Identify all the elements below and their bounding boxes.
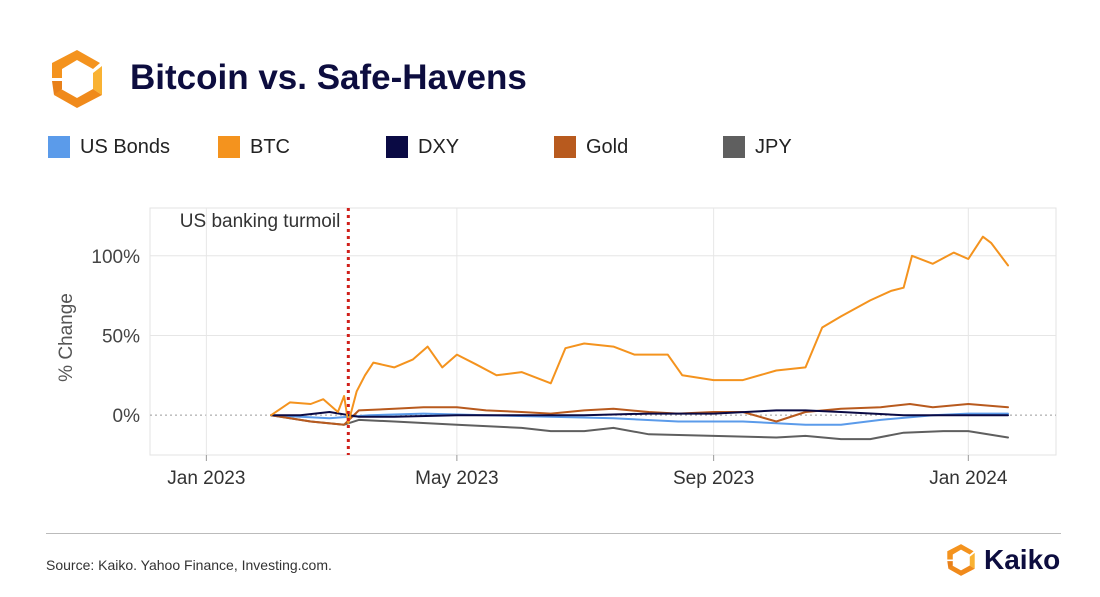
y-tick-label: 50% (102, 326, 140, 347)
legend-swatch-dxy (386, 136, 408, 158)
legend-item-us-bonds: US Bonds (48, 134, 170, 160)
chart-title: Bitcoin vs. Safe-Havens (130, 58, 527, 97)
brand-name: Kaiko (984, 544, 1061, 575)
series-line-us-bonds (270, 412, 1009, 426)
kaiko-logo-icon (52, 50, 102, 108)
legend-label-us-bonds: US Bonds (80, 135, 171, 158)
y-tick-label: 0% (113, 406, 141, 427)
legend-label-gold: Gold (586, 135, 629, 158)
y-tick-label: 100% (91, 247, 140, 268)
annotation-label: US banking turmoil (180, 211, 341, 232)
legend-label-dxy: DXY (418, 135, 460, 158)
annotation-layer: US banking turmoil (180, 208, 350, 455)
kaiko-logo-icon (947, 544, 975, 576)
legend-item-dxy: DXY (386, 134, 459, 160)
legend-item-gold: Gold (554, 134, 628, 160)
footer-divider (46, 533, 1061, 534)
series-layer (270, 235, 1009, 441)
x-tick-label: May 2023 (415, 468, 498, 489)
legend-item-jpy: JPY (723, 134, 792, 160)
y-axis-label: % Change (56, 293, 77, 382)
legend-label-jpy: JPY (755, 135, 792, 158)
x-tick-label: Jan 2023 (167, 468, 245, 489)
legend-swatch-jpy (723, 136, 745, 158)
series-line-btc (270, 235, 1009, 425)
legend-swatch-btc (218, 136, 240, 158)
legend-item-btc: BTC (218, 134, 290, 160)
series-line-dxy (270, 409, 1009, 418)
legend-swatch-gold (554, 136, 576, 158)
brand-mark: Kaiko (944, 542, 1060, 578)
legend-swatch-us-bonds (48, 136, 70, 158)
legend-label-btc: BTC (250, 135, 290, 158)
plot-frame (149, 207, 1057, 456)
axis-layer: 0% 50% 100% Jan 2023 May 2023 Sep 2023 Jan 202… (56, 247, 1008, 489)
source-note: Source: Kaiko. Yahoo Finance, Investing.… (46, 557, 332, 573)
series-line-gold (270, 403, 1009, 426)
x-tick-label: Jan 2024 (929, 468, 1008, 489)
x-tick-label: Sep 2023 (673, 468, 754, 489)
series-line-jpy (270, 414, 1009, 441)
